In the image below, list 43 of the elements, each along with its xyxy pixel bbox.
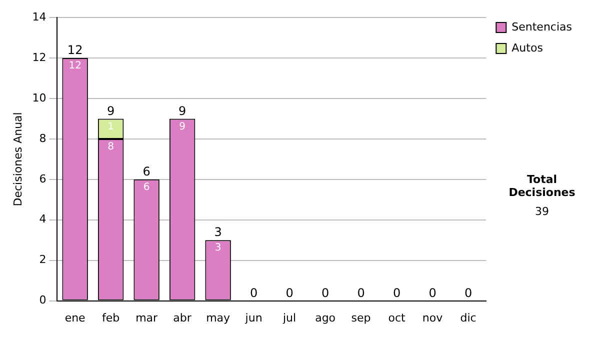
y-tick-label: 4 xyxy=(39,212,46,226)
x-tick-label: ago xyxy=(315,311,336,324)
x-tick-label: dic xyxy=(460,311,476,324)
data-label: 3 xyxy=(214,242,222,254)
x-tick-label: feb xyxy=(102,311,120,324)
y-tick-label: 6 xyxy=(39,172,46,186)
total-label: 0 xyxy=(250,286,258,300)
y-tick-label: 2 xyxy=(39,253,46,266)
y-tick-label: 14 xyxy=(32,10,46,24)
total-label: 0 xyxy=(286,286,294,300)
x-tick-label: may xyxy=(206,311,231,324)
total-label: 6 xyxy=(142,164,150,179)
x-tick-label: oct xyxy=(388,311,406,324)
x-tick-label: abr xyxy=(173,311,192,324)
data-label: 12 xyxy=(68,60,82,72)
total-label: 0 xyxy=(428,286,436,300)
total-label: 9 xyxy=(106,104,115,118)
x-tick-label: mar xyxy=(136,311,158,324)
data-label: 1 xyxy=(108,121,114,132)
total-label: 0 xyxy=(392,286,401,300)
x-tick-label: jul xyxy=(282,311,296,324)
y-axis-title: Decisiones Anual xyxy=(11,112,24,206)
x-tick-label: jun xyxy=(244,311,262,324)
legend-label: Autos xyxy=(512,41,544,54)
y-tick-label: 8 xyxy=(39,132,46,145)
total-label: 0 xyxy=(321,286,330,300)
total-label: 0 xyxy=(464,286,472,300)
y-tick-label: 10 xyxy=(32,91,46,104)
data-label: 9 xyxy=(179,121,186,132)
text: 39 xyxy=(534,205,550,218)
y-tick-label: 12 xyxy=(32,50,46,64)
text: Total Decisiones xyxy=(508,173,576,199)
data-label: 8 xyxy=(108,142,114,153)
x-tick-label: nov xyxy=(422,311,444,324)
total-label: 3 xyxy=(214,225,222,240)
total-label: 12 xyxy=(67,43,83,58)
legend-label: Sentencias xyxy=(512,20,572,34)
data-label: 6 xyxy=(143,182,150,194)
y-tick-label: 0 xyxy=(39,294,46,307)
total-label: 9 xyxy=(178,104,186,118)
total-label: 0 xyxy=(357,286,365,300)
x-tick-label: sep xyxy=(351,311,371,324)
x-tick-label: ene xyxy=(64,311,86,324)
